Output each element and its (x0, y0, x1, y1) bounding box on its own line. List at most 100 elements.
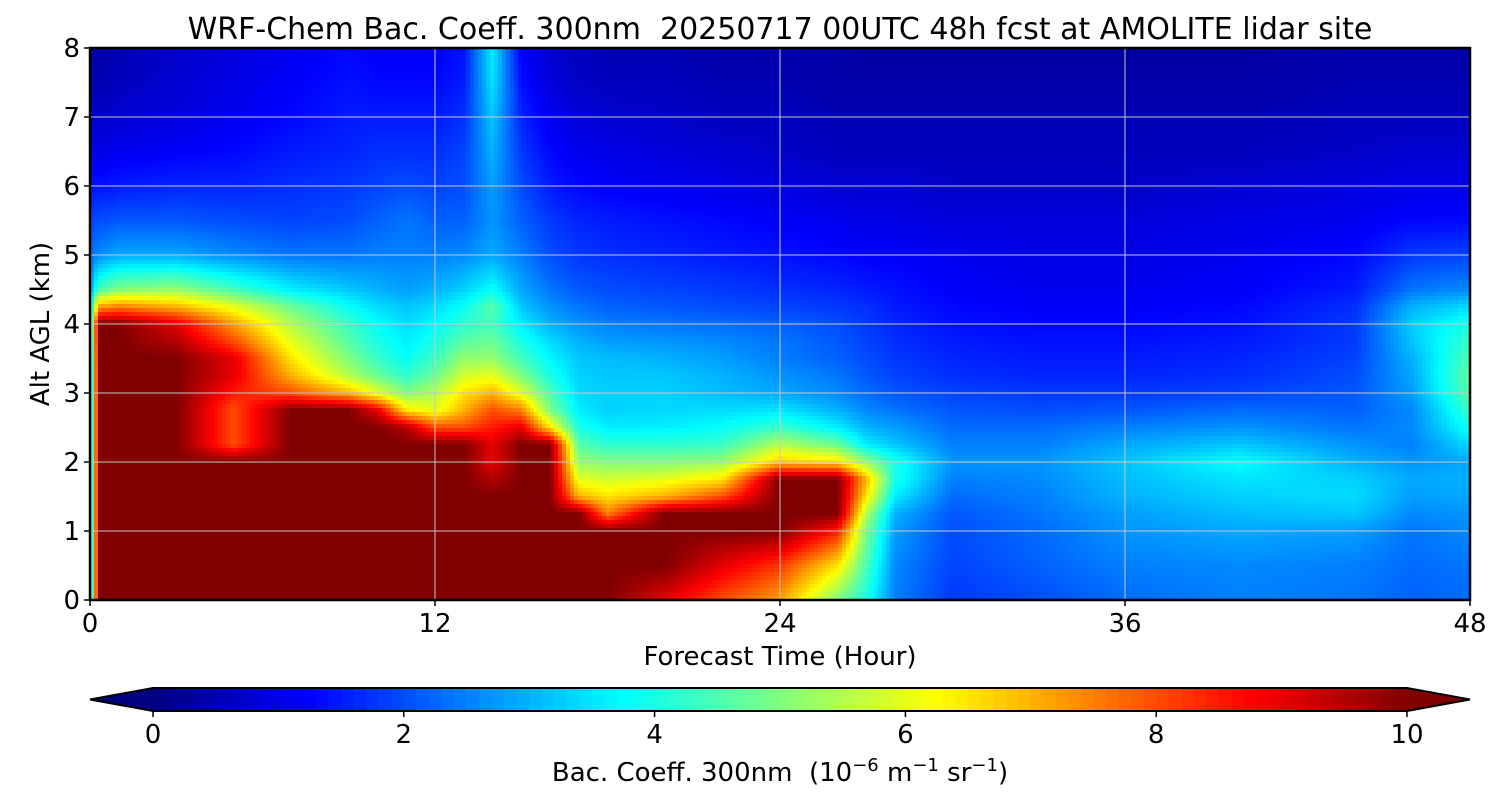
heatmap-cell (90, 80, 95, 85)
heatmap-cell (306, 60, 311, 65)
heatmap-cell (1130, 88, 1135, 93)
heatmap-cell (1018, 60, 1023, 65)
heatmap-cell (1046, 56, 1051, 61)
heatmap-cell (818, 76, 823, 81)
heatmap-cell (1298, 92, 1303, 97)
heatmap-cell (598, 56, 603, 61)
heatmap-cell (674, 68, 679, 73)
heatmap-cell (1014, 64, 1019, 69)
heatmap-cell (1170, 56, 1175, 61)
heatmap-cell (126, 68, 131, 73)
heatmap-cell (1386, 96, 1391, 101)
heatmap-cell (966, 76, 971, 81)
heatmap-cell (330, 64, 335, 69)
heatmap-cell (946, 52, 951, 57)
heatmap-cell (1054, 52, 1059, 57)
heatmap-cell (726, 76, 731, 81)
heatmap-cell (1414, 64, 1419, 69)
heatmap-cell (1394, 64, 1399, 69)
heatmap-cell (1146, 64, 1151, 69)
heatmap-cell (318, 56, 323, 61)
heatmap-cell (1026, 100, 1031, 105)
heatmap-cell (262, 64, 267, 69)
heatmap-cell (974, 96, 979, 101)
heatmap-cell (514, 56, 519, 61)
heatmap-cell (418, 80, 423, 85)
heatmap-cell (950, 56, 955, 61)
heatmap-cell (234, 76, 239, 81)
heatmap-cell (814, 52, 819, 57)
heatmap-cell (1402, 64, 1407, 69)
heatmap-cell (1366, 52, 1371, 57)
heatmap-cell (838, 76, 843, 81)
heatmap-cell (1178, 100, 1183, 105)
heatmap-cell (482, 48, 487, 53)
heatmap-cell (222, 84, 227, 89)
heatmap-cell (970, 68, 975, 73)
heatmap-cell (522, 52, 527, 57)
heatmap-cell (1230, 68, 1235, 73)
heatmap-cell (866, 64, 871, 69)
heatmap-cell (346, 76, 351, 81)
heatmap-cell (134, 92, 139, 97)
heatmap-cell (1430, 100, 1435, 105)
heatmap-cell (574, 48, 579, 53)
heatmap-cell (1458, 64, 1463, 69)
heatmap-cell (1002, 48, 1007, 53)
heatmap-cell (1074, 84, 1079, 89)
heatmap-cell (378, 96, 383, 101)
heatmap-cell (718, 64, 723, 69)
heatmap-cell (766, 48, 771, 53)
heatmap-cell (318, 68, 323, 73)
heatmap-cell (258, 92, 263, 97)
heatmap-cell (1050, 88, 1055, 93)
heatmap-cell (558, 72, 563, 77)
heatmap-cell (786, 68, 791, 73)
heatmap-cell (618, 88, 623, 93)
heatmap-cell (242, 76, 247, 81)
heatmap-cell (274, 76, 279, 81)
heatmap-cell (94, 96, 99, 101)
heatmap-cell (1402, 72, 1407, 77)
heatmap-cell (866, 56, 871, 61)
heatmap-cell (234, 68, 239, 73)
heatmap-cell (1290, 60, 1295, 65)
heatmap-cell (630, 96, 635, 101)
heatmap-cell (978, 76, 983, 81)
heatmap-cell (138, 96, 143, 101)
heatmap-cell (570, 48, 575, 53)
heatmap-cell (942, 56, 947, 61)
heatmap-cell (1266, 60, 1271, 65)
heatmap-cell (318, 76, 323, 81)
heatmap-cell (254, 60, 259, 65)
heatmap-cell (1334, 76, 1339, 81)
heatmap-cell (246, 60, 251, 65)
heatmap-cell (214, 88, 219, 93)
heatmap-cell (626, 56, 631, 61)
heatmap-cell (302, 48, 307, 53)
heatmap-cell (538, 72, 543, 77)
heatmap-cell (1110, 96, 1115, 101)
heatmap-cell (1062, 76, 1067, 81)
heatmap-cell (926, 88, 931, 93)
heatmap-cell (986, 96, 991, 101)
heatmap-cell (742, 92, 747, 97)
heatmap-cell (274, 92, 279, 97)
heatmap-cell (650, 52, 655, 57)
heatmap-cell (126, 104, 131, 109)
heatmap-cell (178, 88, 183, 93)
heatmap-cell (694, 52, 699, 57)
heatmap-cell (346, 100, 351, 105)
heatmap-cell (170, 80, 175, 85)
heatmap-cell (1046, 72, 1051, 77)
heatmap-cell (526, 96, 531, 101)
heatmap-cell (306, 80, 311, 85)
heatmap-cell (1410, 92, 1415, 97)
heatmap-cell (498, 76, 503, 81)
heatmap-cell (254, 76, 259, 81)
heatmap-cell (938, 96, 943, 101)
heatmap-cell (390, 52, 395, 57)
heatmap-cell (1386, 68, 1391, 73)
heatmap-cell (906, 96, 911, 101)
heatmap-cell (1254, 68, 1259, 73)
